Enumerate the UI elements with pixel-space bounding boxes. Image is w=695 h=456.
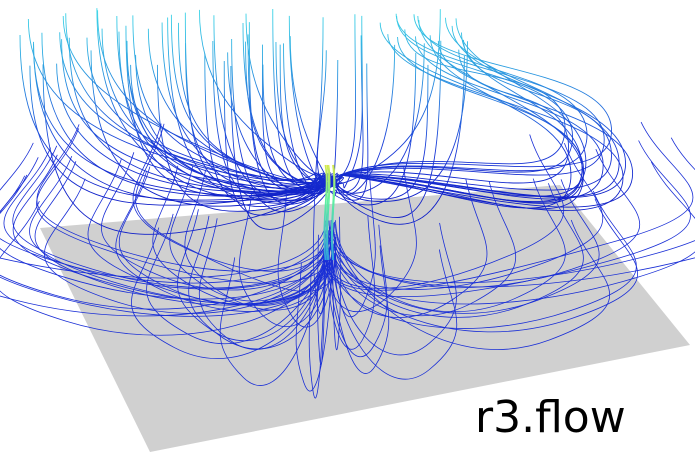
streamline <box>119 32 325 200</box>
flow-visualization: r3.flow <box>0 0 695 456</box>
streamline <box>87 38 330 181</box>
streamline <box>290 36 338 183</box>
streamline <box>168 18 336 202</box>
streamline <box>69 38 335 192</box>
streamline <box>337 16 362 188</box>
page: {"label": "r3.flow"} r3.flow (() => { co… <box>0 0 695 456</box>
dataset-label: r3.flow <box>475 392 626 443</box>
streamline <box>127 41 335 188</box>
streamline <box>42 33 339 197</box>
